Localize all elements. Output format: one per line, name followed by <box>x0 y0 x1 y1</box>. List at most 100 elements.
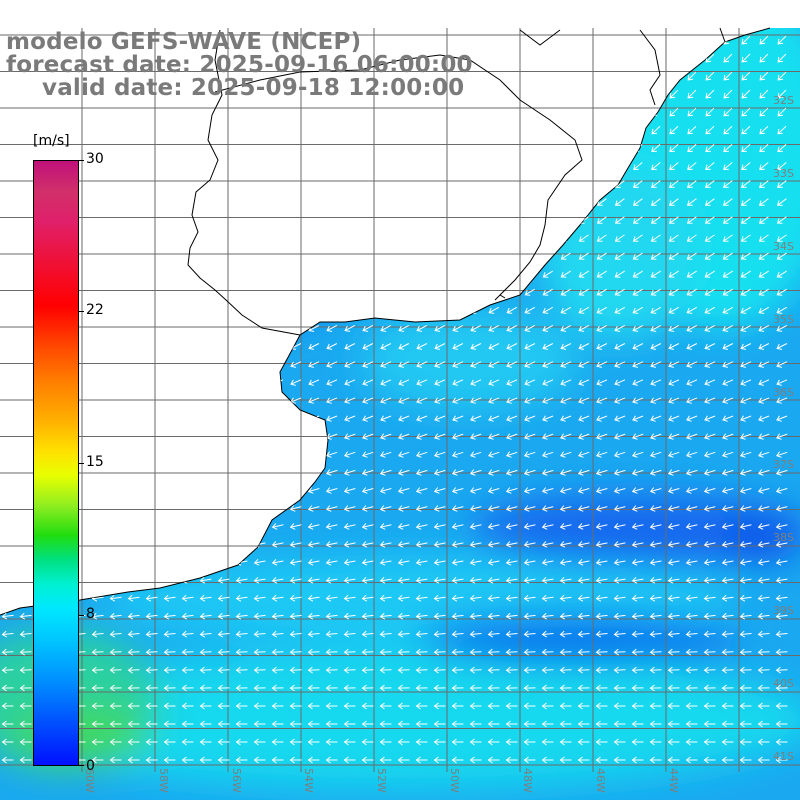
wind-arrow <box>579 35 589 45</box>
wind-arrow <box>596 379 608 386</box>
wind-arrow <box>398 433 410 440</box>
wind-arrow <box>181 756 194 764</box>
wind-arrow <box>327 162 337 171</box>
wind-arrow <box>776 198 787 206</box>
wind-arrow <box>1 523 14 530</box>
wind-arrow <box>524 451 536 458</box>
wind-arrow <box>543 71 553 81</box>
wind-arrow <box>397 541 410 548</box>
wind-arrow <box>433 594 446 602</box>
wind-arrow <box>21 144 31 153</box>
wind-arrow <box>489 125 499 135</box>
wind-arrow <box>721 594 734 602</box>
wind-arrow <box>669 71 679 81</box>
wind-arrow <box>273 162 283 171</box>
wind-arrow <box>722 198 733 206</box>
wind-arrow <box>471 125 481 135</box>
wind-arrow <box>127 612 140 620</box>
wind-arrow <box>181 666 194 674</box>
wind-arrow <box>235 720 248 728</box>
wind-arrow <box>379 666 392 674</box>
wind-arrow <box>613 648 626 656</box>
wind-arrow <box>631 702 644 710</box>
wind-arrow <box>649 756 662 764</box>
wind-arrow <box>703 469 716 476</box>
wind-arrow <box>721 738 734 746</box>
wind-arrow <box>343 594 356 602</box>
wind-arrow <box>433 505 446 512</box>
wind-arrow <box>668 451 680 458</box>
wind-arrow <box>487 684 500 692</box>
wind-arrow <box>686 234 697 242</box>
wind-arrow <box>469 594 482 602</box>
wind-arrow <box>290 198 301 206</box>
longitude-labels: 60W 58W 56W 54W 52W 50W 48W 46W 44W <box>83 768 680 793</box>
wind-arrow <box>633 53 643 63</box>
wind-arrow <box>668 288 679 296</box>
wind-arrow <box>3 180 13 188</box>
wind-arrow <box>217 738 230 746</box>
wind-arrow <box>145 684 158 692</box>
wind-arrow <box>759 89 769 99</box>
wind-arrow <box>127 523 140 530</box>
wind-arrow <box>379 523 392 530</box>
wind-arrow <box>363 35 373 45</box>
wind-arrow <box>559 487 572 494</box>
wind-arrow <box>703 576 716 584</box>
wind-arrow <box>1 612 14 620</box>
wind-arrow <box>667 505 680 512</box>
wind-arrow <box>271 666 284 674</box>
wind-arrow <box>163 523 176 530</box>
wind-arrow <box>705 125 715 135</box>
wind-arrow <box>595 612 608 620</box>
wind-arrow <box>145 558 158 566</box>
wind-arrow <box>721 505 734 512</box>
wind-arrow <box>20 324 32 332</box>
wind-arrow <box>633 35 643 45</box>
wind-arrow <box>417 107 427 117</box>
wind-arrow <box>415 594 428 602</box>
wind-arrow <box>469 487 482 494</box>
wind-arrow <box>451 702 464 710</box>
wind-arrow <box>541 648 554 656</box>
wind-arrow <box>129 162 139 171</box>
wind-arrow <box>757 576 770 584</box>
wind-arrow <box>163 558 176 566</box>
wind-arrow <box>488 397 500 404</box>
wind-arrow <box>758 306 770 314</box>
wind-arrow <box>199 469 212 476</box>
wind-arrow <box>649 720 662 728</box>
wind-arrow <box>667 594 680 602</box>
wind-arrow <box>361 702 374 710</box>
latitude-labels: 32S 33S 34S 35S 36S 37S 38S 39S 40S 41S <box>773 94 794 763</box>
wind-arrow <box>182 306 194 314</box>
wind-arrow <box>577 541 590 548</box>
wind-arrow <box>541 756 554 764</box>
wind-arrow <box>289 666 302 674</box>
wind-arrow <box>325 541 338 548</box>
wind-arrow <box>667 684 680 692</box>
wind-arrow <box>577 505 590 512</box>
wind-arrow <box>398 324 410 332</box>
wind-arrow <box>236 379 248 386</box>
wind-arrow <box>325 469 338 476</box>
wind-arrow <box>325 738 338 746</box>
wind-arrow <box>271 648 284 656</box>
wind-arrow <box>632 288 643 296</box>
wind-arrow <box>487 666 500 674</box>
wind-arrow <box>489 162 499 171</box>
wind-arrow <box>452 270 463 278</box>
wind-arrow <box>705 71 715 81</box>
wind-arrow <box>685 541 698 548</box>
wind-arrow <box>597 53 607 63</box>
wind-arrow <box>469 469 482 476</box>
wind-arrow <box>541 630 554 638</box>
wind-arrow <box>199 576 212 584</box>
wind-arrow <box>722 451 734 458</box>
wind-arrow <box>669 162 679 171</box>
wind-arrow <box>597 71 607 81</box>
wind-arrow <box>560 288 571 296</box>
wind-arrow <box>399 35 409 45</box>
wind-arrow <box>254 343 266 350</box>
wind-arrow <box>127 630 140 638</box>
